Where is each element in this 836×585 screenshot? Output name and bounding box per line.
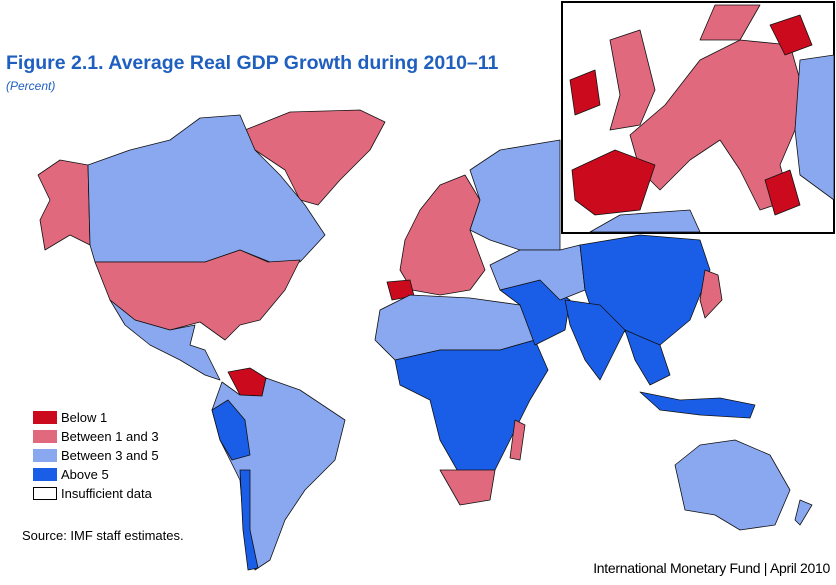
inset-baltics <box>769 14 813 56</box>
world-regions <box>37 109 813 571</box>
region-japan <box>699 269 723 319</box>
region-new-zealand <box>794 499 813 526</box>
inset-scandinavia <box>699 4 761 41</box>
subtitle: (Percent) <box>6 79 56 93</box>
inset-uk <box>609 29 656 131</box>
region-chile <box>239 469 259 571</box>
legend-item: Below 1 <box>33 408 159 427</box>
region-southeast-asia <box>624 329 671 386</box>
region-madagascar <box>509 419 526 461</box>
region-europe <box>399 174 486 296</box>
legend-label: Below 1 <box>61 410 108 425</box>
europe-inset <box>561 1 835 234</box>
legend-label: Insufficient data <box>61 486 152 501</box>
legend-item: Between 1 and 3 <box>33 427 159 446</box>
legend-item: Between 3 and 5 <box>33 446 159 465</box>
region-peru <box>211 399 251 461</box>
region-south-africa <box>439 469 496 506</box>
legend: Below 1 Between 1 and 3 Between 3 and 5 … <box>33 408 159 503</box>
region-india <box>564 299 626 381</box>
legend-item: Insufficient data <box>33 484 159 503</box>
legend-item: Above 5 <box>33 465 159 484</box>
source-note: Source: IMF staff estimates. <box>22 528 184 543</box>
region-central-africa <box>394 339 549 476</box>
legend-swatch <box>33 449 57 462</box>
legend-swatch <box>33 430 57 443</box>
inset-spain <box>571 149 656 216</box>
legend-label: Between 3 and 5 <box>61 448 159 463</box>
region-greenland <box>244 109 386 206</box>
region-mexico <box>109 299 221 381</box>
legend-label: Between 1 and 3 <box>61 429 159 444</box>
legend-label: Above 5 <box>61 467 109 482</box>
region-alaska <box>37 159 91 251</box>
legend-swatch <box>33 487 57 500</box>
inset-north-africa <box>589 209 701 233</box>
legend-swatch <box>33 468 57 481</box>
footer: International Monetary Fund | April 2010 <box>593 560 830 576</box>
region-indonesia <box>639 391 756 419</box>
page-title: Figure 2.1. Average Real GDP Growth duri… <box>6 52 499 74</box>
region-central-asia <box>489 244 586 301</box>
inset-east <box>794 54 835 201</box>
region-australia <box>674 439 791 531</box>
region-russia <box>469 139 561 251</box>
inset-ireland <box>569 69 601 116</box>
inset-greece <box>764 169 801 216</box>
region-usa <box>94 249 301 341</box>
legend-swatch <box>33 411 57 424</box>
